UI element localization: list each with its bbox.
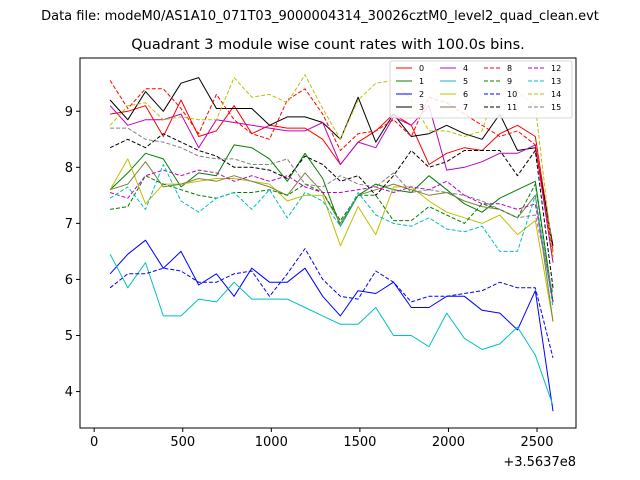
series-line-12 [109, 169, 554, 302]
legend-label-1: 1 [419, 77, 424, 86]
x-tick-label: 1000 [255, 435, 288, 450]
legend-label-12: 12 [551, 64, 561, 73]
x-tick-label: 0 [90, 435, 98, 450]
x-tick-label: 2500 [520, 435, 553, 450]
series-line-7 [109, 161, 554, 322]
series-line-13 [109, 164, 554, 308]
legend-label-9: 9 [507, 77, 512, 86]
series-line-11 [109, 133, 554, 288]
series-line-2 [109, 239, 554, 412]
series-line-9 [110, 175, 554, 302]
plot-area [79, 57, 577, 429]
y-tick-label: 5 [65, 329, 73, 344]
legend-label-2: 2 [419, 90, 424, 99]
legend-label-7: 7 [463, 103, 468, 112]
legend-label-13: 13 [551, 77, 561, 86]
legend-box [389, 60, 573, 119]
chart-title: Quadrant 3 module wise count rates with … [131, 37, 525, 53]
legend-label-14: 14 [551, 90, 561, 99]
suptitle: Data file: modeM0/AS1A10_071T03_90000043… [41, 9, 599, 24]
legend-label-0: 0 [419, 64, 424, 73]
series-line-15 [110, 127, 554, 294]
y-axis-ticks: 4 5 6 7 8 9 [65, 105, 80, 400]
y-tick-label: 7 [65, 217, 73, 232]
series-line-14 [109, 74, 554, 258]
legend-label-6: 6 [463, 90, 468, 99]
series-line-1 [109, 144, 554, 302]
x-tick-label: 500 [170, 435, 195, 450]
legend-label-3: 3 [419, 103, 424, 112]
x-axis-offset-label: +3.5637e8 [503, 455, 576, 470]
legend-label-4: 4 [463, 64, 468, 73]
legend-label-5: 5 [463, 77, 468, 86]
y-tick-label: 4 [65, 385, 73, 400]
series-line-4 [109, 105, 554, 263]
series-line-3 [109, 77, 554, 246]
legend-label-10: 10 [507, 90, 517, 99]
legend-label-11: 11 [507, 103, 517, 112]
x-tick-label: 1500 [343, 435, 376, 450]
y-tick-label: 6 [65, 273, 73, 288]
x-tick-label: 2000 [432, 435, 465, 450]
series-line-10 [109, 248, 554, 359]
series-line-8 [109, 80, 554, 258]
y-tick-label: 8 [65, 161, 73, 176]
x-axis-ticks: 0 500 1000 1500 2000 2500 [90, 428, 554, 450]
y-tick-label: 9 [65, 105, 73, 120]
series-line-5 [109, 253, 554, 406]
legend-label-8: 8 [507, 64, 512, 73]
series-layer [109, 74, 554, 412]
legend-label-15: 15 [551, 103, 561, 112]
series-line-0 [110, 99, 554, 252]
